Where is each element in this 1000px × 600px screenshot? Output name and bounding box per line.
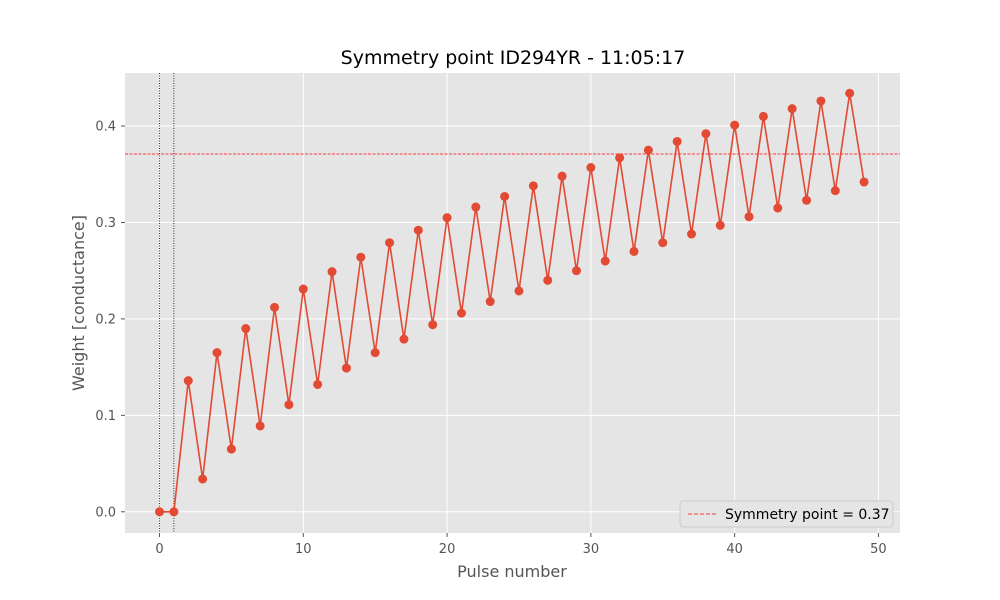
legend-box [679,500,894,528]
data-point [687,229,697,239]
data-point [672,136,682,146]
data-point [615,153,625,163]
plot-area [125,73,900,533]
data-point [226,444,236,454]
data-series [155,88,869,517]
data-point [758,111,768,121]
x-tick-label: 30 [583,542,600,557]
data-point [715,220,725,230]
data-point [456,308,466,318]
x-tick-label: 50 [870,542,887,557]
data-point [284,400,294,410]
chart-title: Symmetry point ID294YR - 11:05:17 [341,47,686,69]
data-point [442,213,452,223]
data-point [356,252,366,262]
data-point [787,104,797,114]
data-point [169,507,179,517]
data-point [385,238,395,248]
data-point [313,379,323,389]
data-point [802,195,812,205]
series-line [159,92,865,513]
y-tick-label: 0.3 [95,216,116,231]
legend-symmetry-label: Symmetry point = 0.37 [725,507,890,523]
data-point [643,145,653,155]
data-point [327,267,337,277]
y-tick-label: 0.0 [95,505,116,520]
data-point [629,246,639,256]
data-point [155,507,165,517]
data-point [241,324,251,334]
data-point [773,203,783,213]
data-point [399,334,409,344]
data-point [198,474,208,484]
data-point [183,376,193,386]
y-tick-label: 0.4 [95,120,116,135]
x-tick-label: 0 [155,542,163,557]
tick-labels: 0 10 20 30 40 50 0.0 0.1 0.2 0.3 0.4 [95,120,886,557]
data-point [471,202,481,212]
x-tick-label: 40 [726,542,743,557]
legend: Symmetry point = 0.37 [679,500,894,528]
data-point [845,88,855,98]
data-point [830,186,840,196]
data-point [658,238,668,248]
data-point [255,421,265,431]
data-point [543,275,553,285]
data-point [730,120,740,130]
data-point [485,297,495,307]
data-point [341,363,351,373]
data-point [428,320,438,330]
y-tick-label: 0.1 [95,409,116,424]
data-point [298,284,308,294]
data-point [701,129,711,139]
data-point [557,171,567,181]
x-axis-label: Pulse number [457,562,567,581]
y-tick-label: 0.2 [95,312,116,327]
data-point [370,348,380,358]
data-point [500,191,510,201]
reference-lines [125,73,900,533]
x-tick-label: 20 [439,542,456,557]
data-point [744,212,754,222]
data-point [212,348,222,358]
data-point [413,225,423,235]
data-point [270,302,280,312]
data-point [816,96,826,106]
data-point [514,286,524,296]
data-point [528,181,538,191]
data-point [571,266,581,276]
data-point [859,177,869,187]
data-point [586,163,596,173]
y-axis-label: Weight [conductance] [69,215,88,391]
data-point [600,256,610,266]
x-tick-label: 10 [295,542,312,557]
